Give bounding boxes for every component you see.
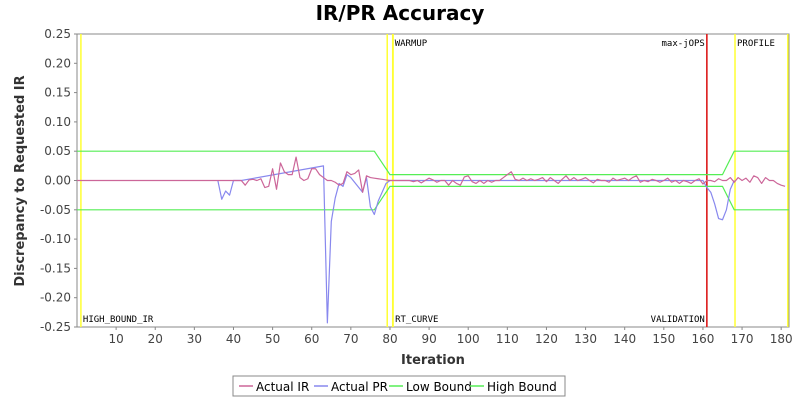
y-tick-label: 0.05 — [44, 144, 71, 158]
x-tick-label: 180 — [770, 332, 793, 346]
y-tick-label: 0.15 — [44, 86, 71, 100]
series-line-high-bound — [77, 150, 789, 176]
x-tick-label: 20 — [148, 332, 163, 346]
x-tick-label: 40 — [226, 332, 241, 346]
y-tick-label: 0.25 — [44, 27, 71, 41]
x-tick-label: 70 — [343, 332, 358, 346]
x-axis: 10 20 30 40 50 60 70 80 90 100 110 120 130 140 150 160 1… — [108, 327, 793, 346]
x-axis-label: Iteration — [401, 353, 465, 368]
y-tick-label: 0.00 — [44, 174, 71, 188]
x-tick-label: 80 — [382, 332, 397, 346]
x-tick-label: 50 — [265, 332, 280, 346]
y-tick-label: -0.10 — [40, 232, 71, 246]
marker-label-profile: PROFILE — [737, 39, 775, 49]
legend-label-actual-ir: Actual IR — [256, 380, 309, 394]
marker-label-max-jops: max-jOPS — [661, 39, 704, 49]
x-tick-label: 120 — [535, 332, 558, 346]
y-tick-label: -0.15 — [40, 261, 71, 275]
y-axis-label: Discrepancy to Requested IR — [13, 75, 28, 286]
y-tick-label: -0.25 — [40, 320, 71, 334]
x-tick-label: 170 — [731, 332, 754, 346]
legend-label-low-bound: Low Bound — [406, 380, 472, 394]
x-tick-label: 90 — [421, 332, 436, 346]
x-tick-label: 110 — [496, 332, 519, 346]
chart-title: IR/PR Accuracy — [316, 1, 485, 25]
marker-label-high-bound-ir: HIGH_BOUND_IR — [83, 315, 154, 325]
y-tick-label: 0.10 — [44, 115, 71, 129]
x-tick-label: 100 — [457, 332, 480, 346]
x-tick-label: 10 — [108, 332, 123, 346]
marker-label-rt-curve: RT_CURVE — [395, 315, 438, 325]
x-tick-label: 150 — [652, 332, 675, 346]
series-line-actual-ir — [77, 156, 786, 193]
y-tick-label: 0.20 — [44, 56, 71, 70]
y-axis: -0.25 -0.20 -0.15 -0.10 -0.05 0.00 0.05 0.10 0.1… — [40, 27, 77, 334]
series-layer — [77, 150, 789, 324]
x-tick-label: 140 — [613, 332, 636, 346]
marker-label-warmup: WARMUP — [395, 39, 428, 49]
legend-label-high-bound: High Bound — [487, 380, 557, 394]
x-tick-label: 160 — [691, 332, 714, 346]
legend: Actual IR Actual PR Low Bound High Bound — [232, 375, 566, 397]
y-tick-label: -0.20 — [40, 291, 71, 305]
x-tick-label: 30 — [187, 332, 202, 346]
x-tick-label: 60 — [304, 332, 319, 346]
legend-label-actual-pr: Actual PR — [331, 380, 388, 394]
x-tick-label: 130 — [574, 332, 597, 346]
marker-label-validation: VALIDATION — [651, 315, 705, 325]
y-tick-label: -0.05 — [40, 203, 71, 217]
